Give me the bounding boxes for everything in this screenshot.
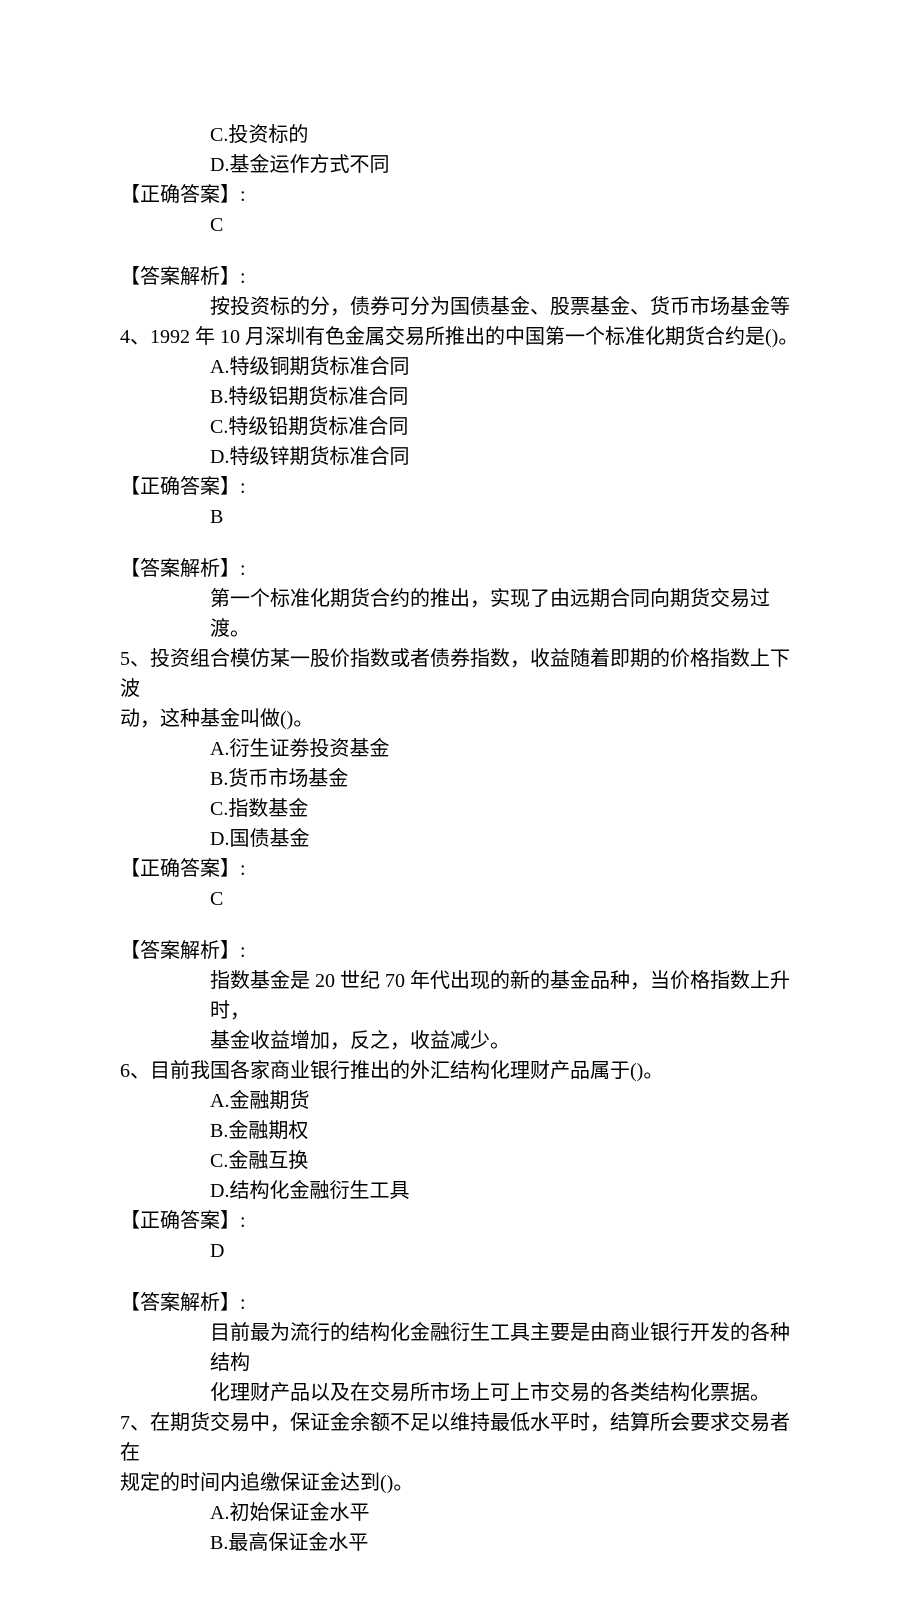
q3-explain-text: 按投资标的分，债券可分为国债基金、股票基金、货币市场基金等 [120, 292, 800, 322]
q6-correct-label: 【正确答案】: [120, 1206, 800, 1236]
q6-explain-label: 【答案解析】: [120, 1288, 800, 1318]
q4-correct-label: 【正确答案】: [120, 472, 800, 502]
q4-explain-text: 第一个标准化期货合约的推出，实现了由远期合同向期货交易过渡。 [120, 584, 800, 644]
q4-option-a: A.特级铜期货标准合同 [120, 352, 800, 382]
q7-stem-line2: 规定的时间内追缴保证金达到()。 [120, 1468, 800, 1498]
q6-option-a: A.金融期货 [120, 1086, 800, 1116]
q4-explain-label: 【答案解析】: [120, 554, 800, 584]
q5-option-d: D.国债基金 [120, 824, 800, 854]
q6-option-d: D.结构化金融衍生工具 [120, 1176, 800, 1206]
q5-option-a: A.衍生证劵投资基金 [120, 734, 800, 764]
q4-option-d: D.特级锌期货标准合同 [120, 442, 800, 472]
q4-stem: 4、1992 年 10 月深圳有色金属交易所推出的中国第一个标准化期货合约是()… [120, 322, 800, 352]
q3-explain-label: 【答案解析】: [120, 262, 800, 292]
q5-explain-line2: 基金收益增加，反之，收益减少。 [120, 1026, 800, 1056]
spacer [120, 240, 800, 262]
q6-stem: 6、目前我国各家商业银行推出的外汇结构化理财产品属于()。 [120, 1056, 800, 1086]
q5-option-b: B.货币市场基金 [120, 764, 800, 794]
q5-correct-label: 【正确答案】: [120, 854, 800, 884]
q4-option-b: B.特级铝期货标准合同 [120, 382, 800, 412]
q3-option-d: D.基金运作方式不同 [120, 150, 800, 180]
q6-correct-answer: D [120, 1236, 800, 1266]
spacer [120, 1266, 800, 1288]
q4-correct-answer: B [120, 502, 800, 532]
q6-option-c: C.金融互换 [120, 1146, 800, 1176]
spacer [120, 532, 800, 554]
q6-explain-line2: 化理财产品以及在交易所市场上可上市交易的各类结构化票据。 [120, 1378, 800, 1408]
q5-stem-line2: 动，这种基金叫做()。 [120, 704, 800, 734]
q4-option-c: C.特级铅期货标准合同 [120, 412, 800, 442]
q7-option-a: A.初始保证金水平 [120, 1498, 800, 1528]
q6-option-b: B.金融期权 [120, 1116, 800, 1146]
q3-correct-answer: C [120, 210, 800, 240]
q5-correct-answer: C [120, 884, 800, 914]
q6-explain-line1: 目前最为流行的结构化金融衍生工具主要是由商业银行开发的各种结构 [120, 1318, 800, 1378]
q5-explain-label: 【答案解析】: [120, 936, 800, 966]
q5-explain-line1: 指数基金是 20 世纪 70 年代出现的新的基金品种，当价格指数上升时， [120, 966, 800, 1026]
spacer [120, 914, 800, 936]
q5-stem-line1: 5、投资组合模仿某一股价指数或者债券指数，收益随着即期的价格指数上下波 [120, 644, 800, 704]
q7-option-b: B.最高保证金水平 [120, 1528, 800, 1558]
q3-option-c: C.投资标的 [120, 120, 800, 150]
q7-stem-line1: 7、在期货交易中，保证金余额不足以维持最低水平时，结算所会要求交易者在 [120, 1408, 800, 1468]
q3-correct-label: 【正确答案】: [120, 180, 800, 210]
q5-option-c: C.指数基金 [120, 794, 800, 824]
